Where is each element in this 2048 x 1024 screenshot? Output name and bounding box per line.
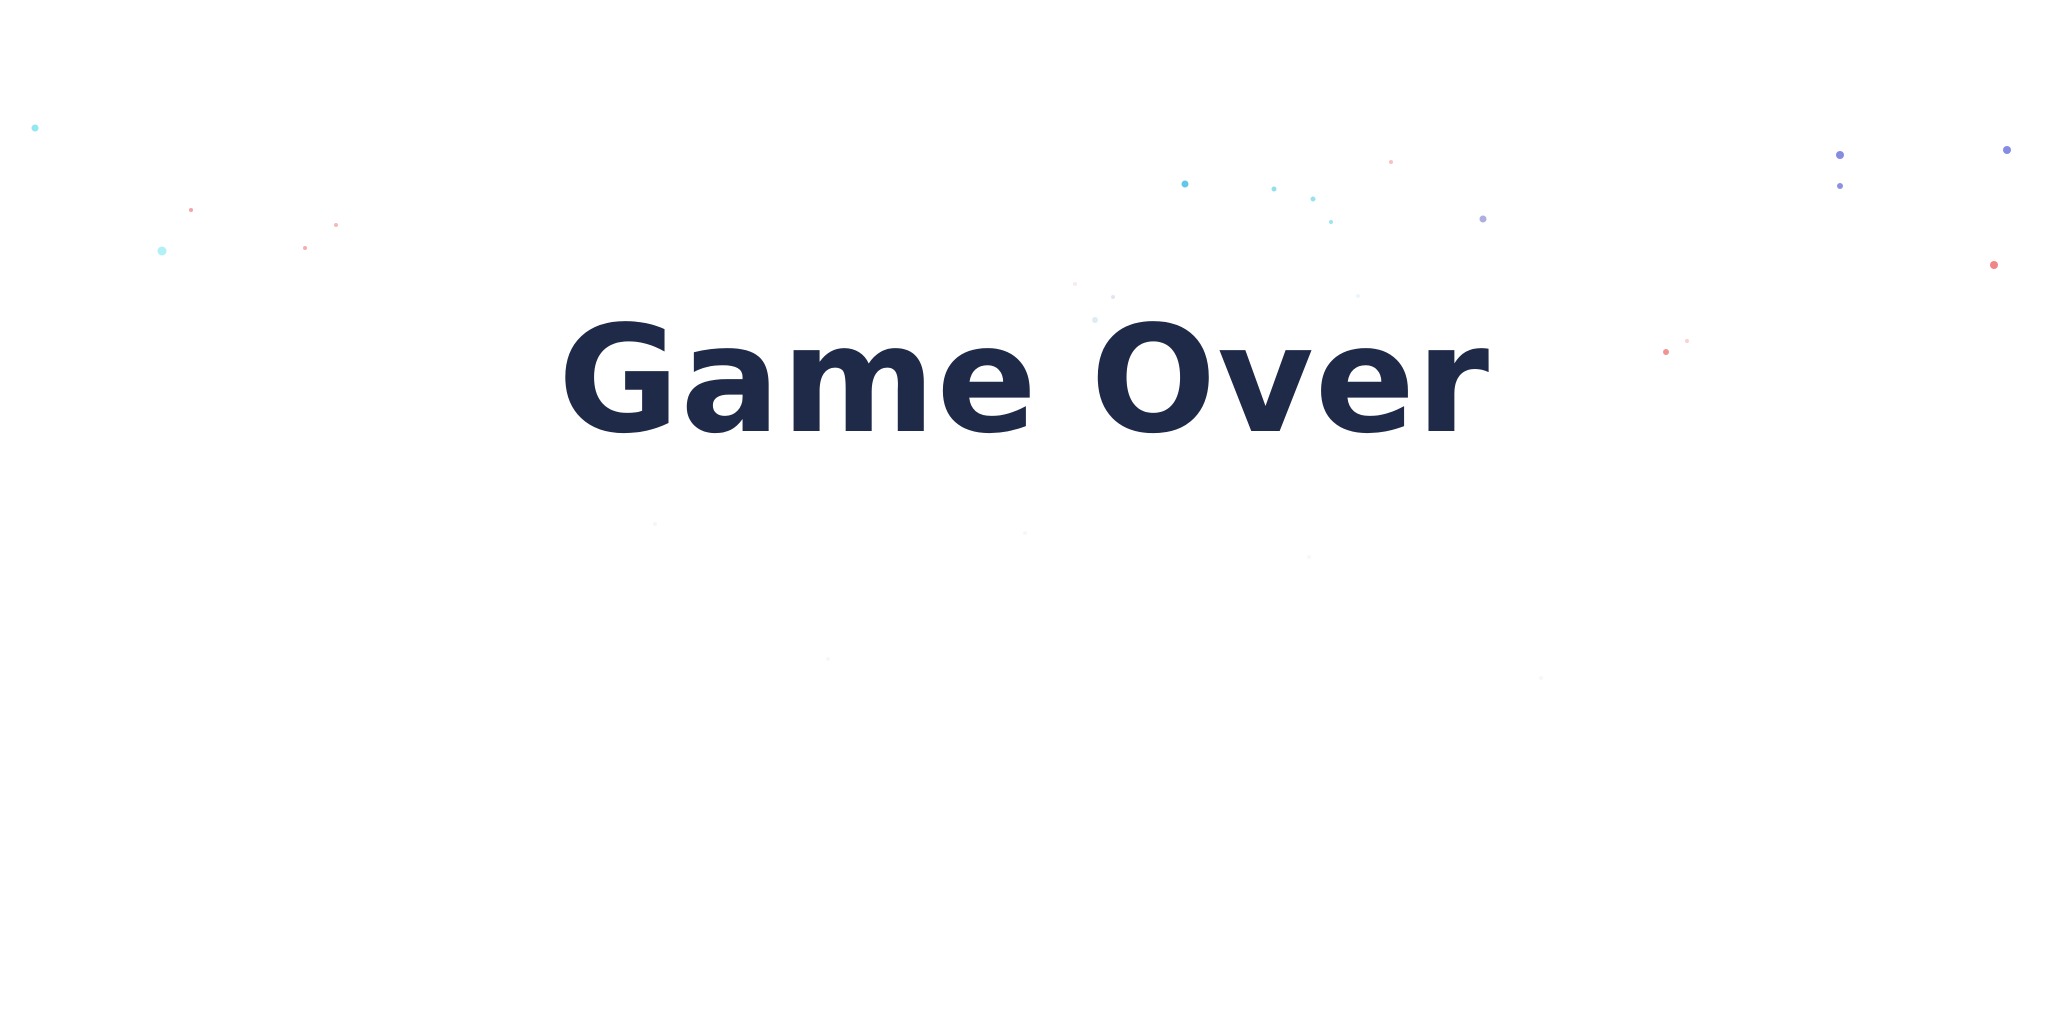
particle-dot [1329, 220, 1333, 224]
game-over-title: Game Over [557, 294, 1491, 466]
particle-dot [1389, 160, 1393, 164]
particle-dot [1663, 349, 1669, 355]
particle-dot [157, 246, 167, 256]
particle-dot [1685, 339, 1689, 343]
particle-dot [1990, 261, 1998, 269]
particle-dot [1111, 295, 1115, 299]
particle-dot [1181, 180, 1189, 188]
particle-dot [2003, 146, 2011, 154]
particle-dot [31, 124, 39, 132]
particle-dot [1356, 294, 1360, 298]
particle-dot [1271, 186, 1277, 192]
particle-dot [189, 208, 193, 212]
particle-dot [653, 522, 657, 526]
particle-dot [1539, 676, 1543, 680]
particle-dot [1023, 531, 1027, 535]
particle-dot [1836, 151, 1844, 159]
particle-dot [1479, 215, 1487, 223]
particle-dot [1310, 196, 1316, 202]
particle-dot [1073, 282, 1077, 286]
particle-dot [1837, 183, 1843, 189]
particle-dot [1307, 555, 1311, 559]
particle-dot [1092, 317, 1098, 323]
particle-dot [826, 657, 830, 661]
particle-dot [303, 246, 307, 250]
particle-dot [334, 223, 338, 227]
